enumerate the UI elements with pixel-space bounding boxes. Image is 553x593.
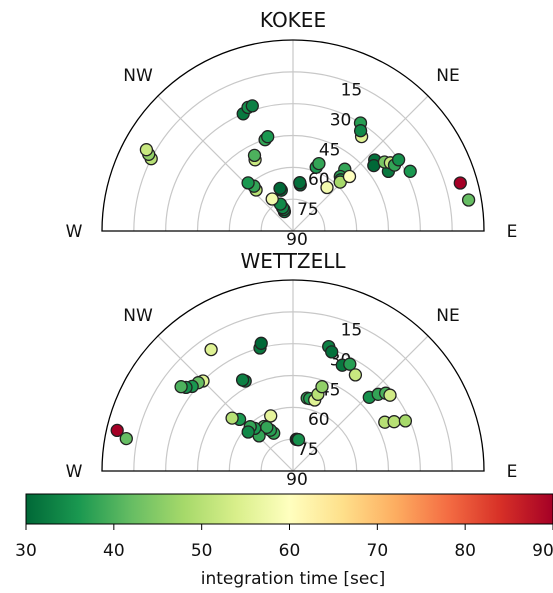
colorbar: 30 40 50 60 70 80 90 integration time [s… bbox=[15, 493, 553, 589]
kokee-grid-spoke bbox=[292, 95, 429, 232]
kokee-point-29 bbox=[342, 169, 357, 184]
colorbar-tick-70: 70 bbox=[367, 541, 389, 561]
colorbar-tick-labels: 30 40 50 60 70 80 90 bbox=[15, 541, 553, 561]
kokee-point-40 bbox=[139, 143, 154, 157]
wettzell-point-18 bbox=[315, 380, 329, 394]
wettzell-point-33 bbox=[204, 342, 218, 357]
colorbar-tick-80: 80 bbox=[454, 541, 476, 561]
wettzell-point-20 bbox=[235, 373, 250, 387]
kokee-point-17 bbox=[261, 130, 275, 144]
wettzell-point-22 bbox=[254, 336, 268, 350]
wettzell-grid-spoke bbox=[157, 335, 294, 472]
wettzell-rtick-60: 60 bbox=[308, 410, 330, 430]
kokee-label-w: W bbox=[66, 222, 83, 242]
colorbar-tick-50: 50 bbox=[191, 541, 213, 561]
wettzell-point-24 bbox=[325, 345, 339, 359]
colorbar-tick-30: 30 bbox=[15, 541, 37, 561]
kokee-point-15 bbox=[247, 148, 262, 163]
kokee-title: KOKEE bbox=[260, 8, 326, 32]
wettzell-point-40 bbox=[398, 414, 413, 428]
kokee-grid bbox=[101, 39, 485, 232]
wettzell-point-32 bbox=[174, 380, 188, 394]
colorbar-ticks bbox=[25, 524, 553, 530]
kokee-point-37 bbox=[403, 164, 417, 178]
kokee-rtick-15: 15 bbox=[341, 80, 363, 100]
kokee-radial-tick-labels: 15 30 45 60 75 90 bbox=[286, 80, 362, 250]
kokee-point-4 bbox=[265, 192, 279, 206]
wettzell-points bbox=[110, 336, 413, 447]
kokee-label-e: E bbox=[507, 222, 518, 242]
wettzell-polar-plot: WETTZELL 15 30 45 60 75 90 W NW NE E bbox=[66, 249, 518, 490]
kokee-rtick-45: 45 bbox=[319, 140, 341, 160]
colorbar-label: integration time [sec] bbox=[201, 569, 386, 589]
wettzell-point-26 bbox=[343, 357, 357, 371]
wettzell-point-37 bbox=[383, 388, 397, 402]
kokee-point-36 bbox=[391, 153, 406, 167]
colorbar-tick-40: 40 bbox=[103, 541, 125, 561]
kokee-frame bbox=[101, 39, 485, 232]
wettzell-label-e: E bbox=[507, 462, 518, 482]
kokee-point-6 bbox=[273, 181, 287, 196]
wettzell-rtick-75: 75 bbox=[297, 440, 319, 460]
wettzell-point-7 bbox=[264, 409, 278, 423]
wettzell-point-39 bbox=[387, 415, 401, 429]
kokee-polar-plot: KOKEE 15 30 45 60 75 90 W NW NE E bbox=[66, 8, 518, 250]
kokee-point-42 bbox=[461, 193, 476, 207]
wettzell-label-ne: NE bbox=[436, 306, 459, 326]
kokee-point-10 bbox=[312, 156, 326, 171]
wettzell-grid-spoke bbox=[292, 335, 429, 472]
wettzell-point-13 bbox=[225, 411, 239, 425]
kokee-point-41 bbox=[453, 176, 467, 190]
wettzell-label-nw: NW bbox=[123, 306, 153, 326]
wettzell-point-42 bbox=[110, 423, 124, 438]
wettzell-frame bbox=[101, 279, 485, 472]
wettzell-point-41 bbox=[119, 431, 133, 446]
wettzell-point-2 bbox=[291, 433, 306, 447]
wettzell-rtick-15: 15 bbox=[341, 320, 363, 340]
wettzell-point-11 bbox=[241, 425, 255, 439]
wettzell-title: WETTZELL bbox=[240, 249, 346, 273]
kokee-points bbox=[139, 99, 476, 219]
kokee-point-21 bbox=[320, 180, 334, 195]
kokee-grid-spoke bbox=[157, 95, 294, 232]
kokee-label-nw: NW bbox=[123, 66, 153, 86]
kokee-point-24 bbox=[353, 124, 368, 138]
kokee-point-13 bbox=[241, 176, 255, 190]
colorbar-tick-60: 60 bbox=[279, 541, 301, 561]
kokee-point-20 bbox=[245, 99, 259, 113]
colorbar-tick-90: 90 bbox=[532, 541, 553, 561]
kokee-rtick-30: 30 bbox=[330, 110, 352, 130]
kokee-rtick-75: 75 bbox=[297, 200, 319, 220]
kokee-rtick-90: 90 bbox=[286, 230, 308, 250]
wettzell-label-w: W bbox=[66, 462, 83, 482]
wettzell-rtick-90: 90 bbox=[286, 470, 308, 490]
wettzell-point-27 bbox=[348, 368, 363, 382]
kokee-point-8 bbox=[293, 176, 307, 190]
kokee-label-ne: NE bbox=[436, 66, 459, 86]
colorbar-gradient bbox=[25, 493, 553, 525]
